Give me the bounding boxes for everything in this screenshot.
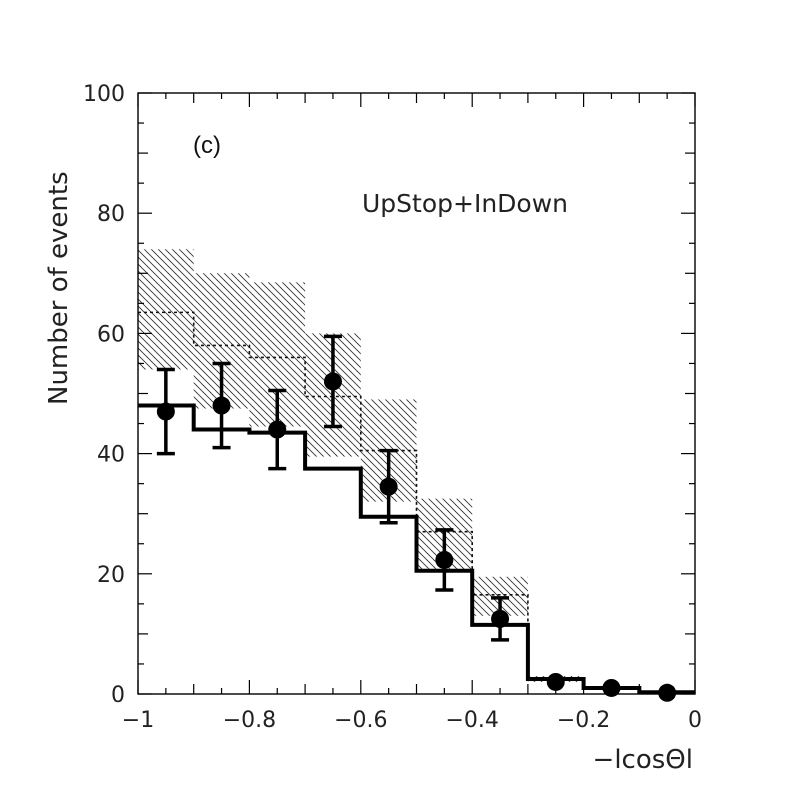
x-tick-label: −0.2: [557, 708, 610, 733]
x-tick-label: −0.8: [223, 708, 276, 733]
no-oscillation-histogram-layer: [138, 311, 695, 693]
data-point: [268, 420, 287, 439]
y-tick-label: 0: [111, 683, 125, 708]
y-tick-label: 80: [97, 202, 125, 227]
y-tick-label: 100: [83, 82, 125, 107]
y-axis-title: Number of events: [44, 171, 74, 405]
data-point: [379, 477, 398, 496]
band-bin: [138, 249, 194, 370]
data-point: [546, 672, 565, 691]
axis-ticks: −1 −0.8 −0.6 −0.4 −0.2 0 0 20 40 60 80 100: [83, 82, 702, 733]
x-tick-label: −0.6: [334, 708, 387, 733]
x-tick-label: −0.4: [445, 708, 498, 733]
dataset-label: UpStop+InDown: [362, 189, 568, 218]
data-point: [435, 550, 454, 569]
x-axis-title: −lcosΘl: [593, 745, 693, 775]
y-tick-label: 60: [97, 322, 125, 347]
data-point: [156, 402, 175, 421]
no-oscillation-histogram: [138, 311, 695, 693]
panel-label: (c): [193, 132, 221, 159]
data-point: [212, 396, 231, 415]
data-point: [323, 372, 342, 391]
y-tick-label: 20: [97, 563, 125, 588]
data-point: [491, 609, 510, 628]
data-point: [602, 678, 621, 697]
x-tick-label: −1: [122, 708, 154, 733]
x-tick-label: 0: [688, 708, 702, 733]
y-tick-label: 40: [97, 443, 125, 468]
data-points-layer: [156, 334, 677, 702]
systematic-band-layer: [138, 249, 695, 693]
